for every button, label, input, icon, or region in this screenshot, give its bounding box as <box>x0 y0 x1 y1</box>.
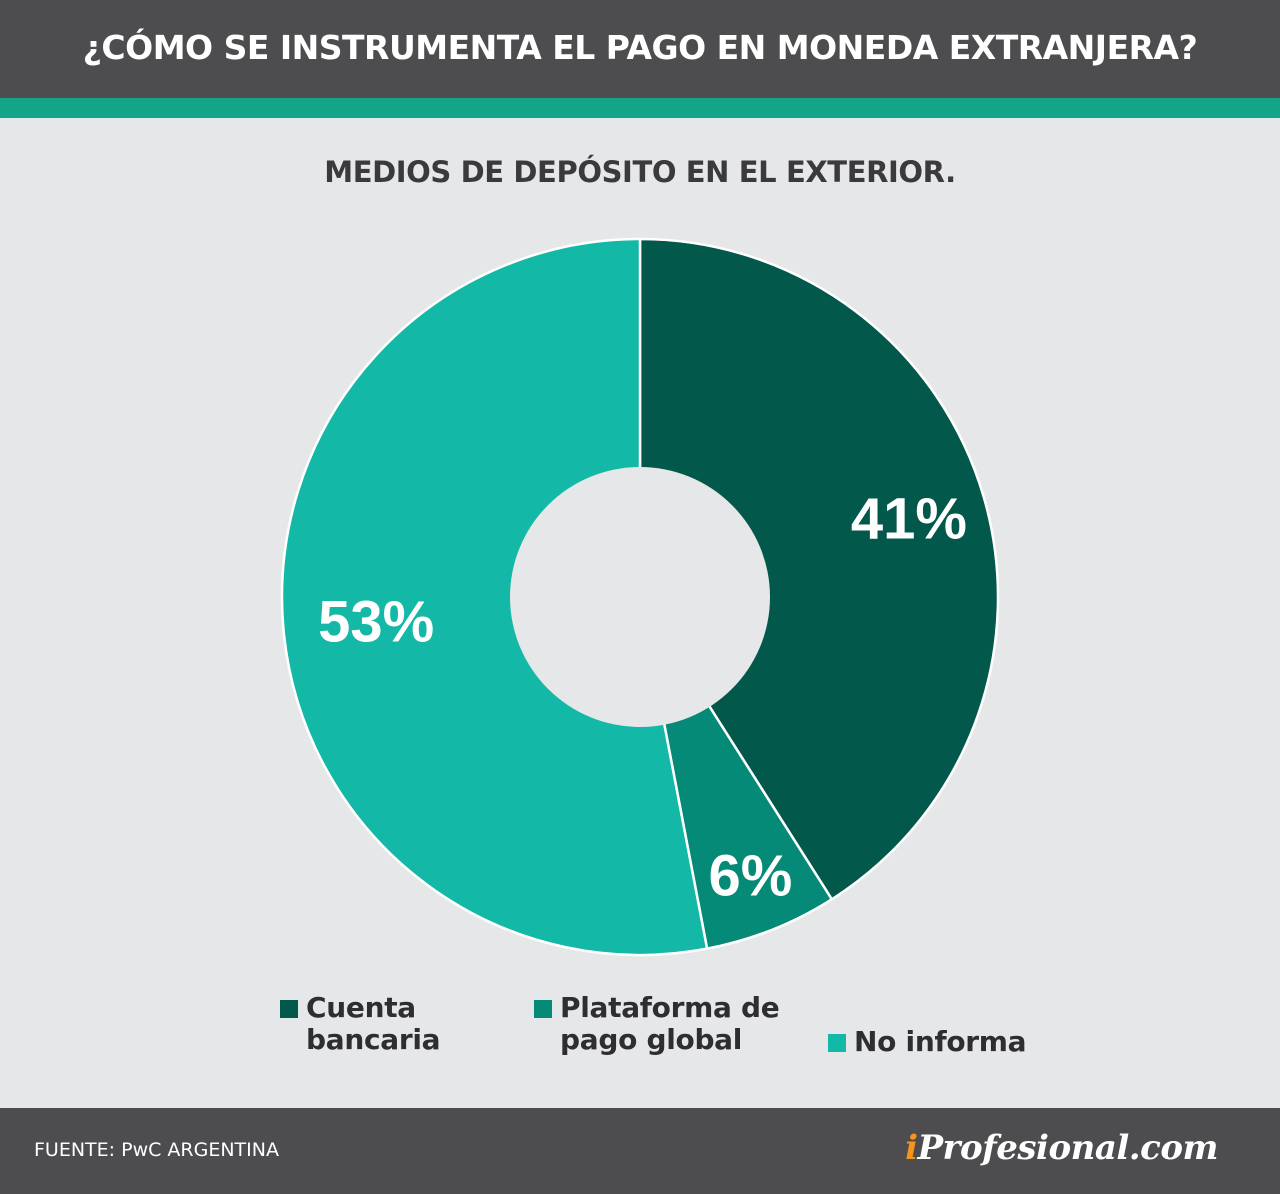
footer-bar: FUENTE: PwC ARGENTINA iProfesional.com <box>0 1108 1280 1194</box>
source-note: FUENTE: PwC ARGENTINA <box>34 1139 279 1161</box>
logo-text: Profesional.com <box>917 1128 1218 1168</box>
legend-label: No informa <box>854 1025 1027 1058</box>
legend-swatch-no-informa <box>828 1034 846 1052</box>
logo-i: i <box>905 1128 918 1168</box>
page-title: ¿CÓMO SE INSTRUMENTA EL PAGO EN MONEDA E… <box>82 28 1198 67</box>
value-labels-layer: 41% 6% 53% <box>318 486 967 908</box>
chart-subtitle: MEDIOS DE DEPÓSITO EN EL EXTERIOR. <box>324 155 956 189</box>
legend-item-cuenta-bancaria: Cuenta bancaria <box>280 991 441 1056</box>
slice-cuenta-bancaria <box>638 237 1000 901</box>
value-label-plataforma: 6% <box>709 843 793 908</box>
legend-swatch-cuenta-bancaria <box>280 1000 298 1018</box>
header-bar: ¿CÓMO SE INSTRUMENTA EL PAGO EN MONEDA E… <box>0 0 1280 98</box>
legend-label: Cuenta bancaria <box>306 991 441 1056</box>
brand-logo: iProfesional.com <box>905 1126 1218 1170</box>
value-label-cuenta-bancaria: 41% <box>851 486 967 551</box>
slice-no-informa <box>280 237 709 957</box>
legend-label: Plataforma de pago global <box>560 991 780 1056</box>
accent-bar <box>0 98 1280 118</box>
legend-item-plataforma: Plataforma de pago global <box>534 991 780 1056</box>
donut-hole <box>510 467 770 727</box>
legend-item-no-informa: No informa <box>828 1025 1027 1058</box>
legend-swatch-plataforma <box>534 1000 552 1018</box>
value-label-no-informa: 53% <box>318 589 434 654</box>
